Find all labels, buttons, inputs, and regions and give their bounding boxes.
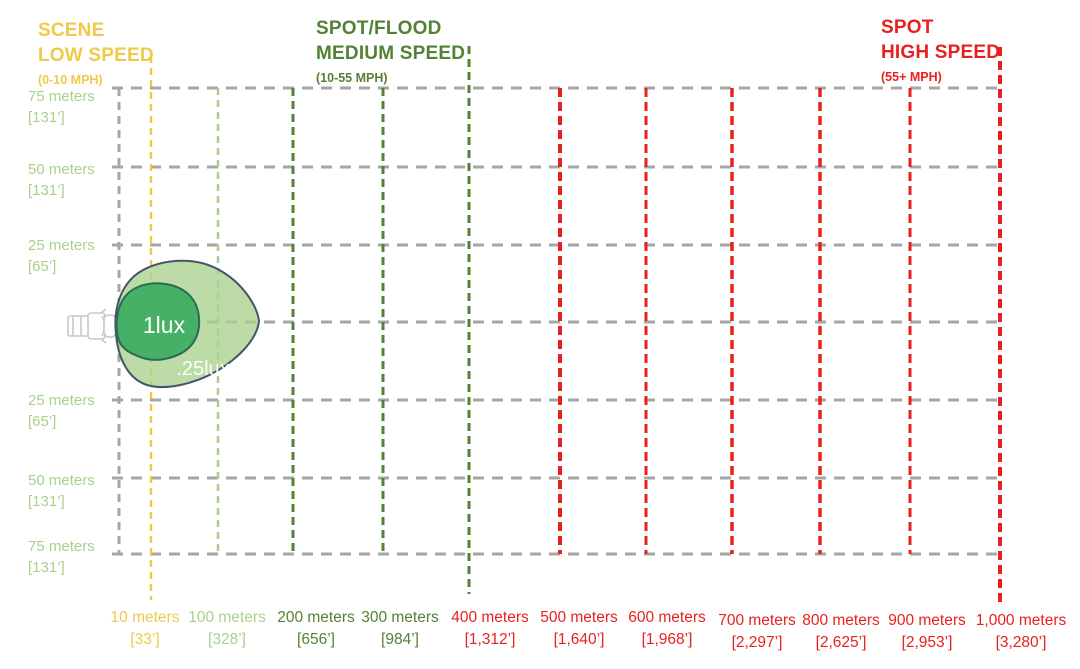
x-axis-label-600m: 600 meters [1,968’] [628, 607, 706, 651]
x-axis-feet: [656’] [297, 631, 335, 648]
y-axis-meters: 25 meters [28, 392, 95, 409]
truck-bed-lines [72, 316, 82, 336]
y-axis-feet: [65’] [28, 258, 57, 275]
x-axis-label-700m: 700 meters [2,297’] [718, 610, 796, 654]
x-axis-feet: [2,953’] [901, 634, 953, 651]
y-axis-meters: 75 meters [28, 538, 95, 555]
y-axis-label-75m-top: 75 meters [131’] [28, 86, 95, 128]
y-axis-label-25m-bottom: 25 meters [65’] [28, 390, 95, 432]
legend-high-line2: HIGH SPEED [881, 42, 1001, 63]
y-axis-meters: 25 meters [28, 237, 95, 254]
x-axis-feet: [33’] [130, 631, 160, 648]
y-axis-label-50m-top: 50 meters [131’] [28, 159, 95, 201]
legend-medium-line1: SPOT/FLOOD [316, 18, 442, 39]
x-axis-meters: 100 meters [188, 609, 266, 626]
x-axis-meters: 300 meters [361, 609, 439, 626]
legend-scene-range: (0-10 MPH) [38, 73, 103, 87]
x-axis-feet: [2,297’] [731, 634, 783, 651]
x-axis-label-800m: 800 meters [2,625’] [802, 610, 880, 654]
x-axis-meters: 10 meters [110, 609, 180, 626]
x-axis-feet: [1,312’] [464, 631, 516, 648]
x-axis-meters: 900 meters [888, 612, 966, 629]
x-axis-label-300m: 300 meters [984’] [361, 607, 439, 651]
y-axis-label-75m-bottom: 75 meters [131’] [28, 536, 95, 578]
truck-bed [67, 315, 90, 337]
legend-scene-line2: LOW SPEED [38, 45, 154, 66]
x-axis-feet: [1,968’] [641, 631, 693, 648]
x-axis-meters: 400 meters [451, 609, 529, 626]
x-axis-label-200m: 200 meters [656’] [277, 607, 355, 651]
x-axis-label-10m: 10 meters [33’] [111, 607, 180, 651]
x-axis-label-500m: 500 meters [1,640’] [540, 607, 618, 651]
legend-high-line1: SPOT [881, 17, 934, 38]
y-axis-feet: [65’] [28, 413, 57, 430]
legend-medium-line2: MEDIUM SPEED [316, 43, 466, 64]
legend-scene-low-speed: SCENE LOW SPEED (0-10 MPH) [38, 18, 154, 93]
x-axis-label-400m: 400 meters [1,312’] [451, 607, 529, 651]
x-axis-meters: 200 meters [277, 609, 355, 626]
x-axis-meters: 800 meters [802, 612, 880, 629]
legend-spot-flood-medium-speed: SPOT/FLOOD MEDIUM SPEED (10-55 MPH) [316, 16, 465, 91]
x-axis-label-900m: 900 meters [2,953’] [888, 610, 966, 654]
x-axis-meters: 500 meters [540, 609, 618, 626]
y-axis-label-50m-bottom: 50 meters [131’] [28, 470, 95, 512]
x-axis-feet: [2,625’] [815, 634, 867, 651]
legend-spot-high-speed: SPOT HIGH SPEED (55+ MPH) [881, 15, 1000, 90]
x-axis-meters: 1,000 meters [975, 612, 1067, 629]
beam-outer-label: .25lux [176, 358, 229, 380]
truck-hood [103, 314, 117, 338]
grid-vlines-red [558, 47, 1002, 605]
x-axis-label-100m: 100 meters [328’] [188, 607, 266, 651]
truck-mirrors [100, 308, 107, 344]
truck-icon [67, 308, 117, 344]
y-axis-feet: [131’] [28, 559, 65, 576]
beam-inner-blob [115, 282, 201, 361]
x-axis-feet: [1,640’] [553, 631, 605, 648]
y-axis-feet: [131’] [28, 109, 65, 126]
legend-high-range: (55+ MPH) [881, 70, 942, 84]
y-axis-label-25m-top: 25 meters [65’] [28, 235, 95, 277]
x-axis-feet: [984’] [381, 631, 419, 648]
legend-medium-range: (10-55 MPH) [316, 71, 388, 85]
y-axis-meters: 75 meters [28, 88, 95, 105]
y-axis-meters: 50 meters [28, 161, 95, 178]
y-axis-feet: [131’] [28, 493, 65, 510]
y-axis-meters: 50 meters [28, 472, 95, 489]
x-axis-meters: 700 meters [718, 612, 796, 629]
beam-inner-label: 1lux [143, 312, 186, 338]
grid-horizontal-lines [112, 86, 1002, 556]
x-axis-meters: 600 meters [628, 609, 706, 626]
y-axis-feet: [131’] [28, 182, 65, 199]
x-axis-feet: [3,280’] [995, 634, 1047, 651]
x-axis-label-1000m: 1,000 meters [3,280’] [976, 610, 1066, 654]
x-axis-feet: [328’] [208, 631, 246, 648]
legend-scene-line1: SCENE [38, 20, 105, 41]
